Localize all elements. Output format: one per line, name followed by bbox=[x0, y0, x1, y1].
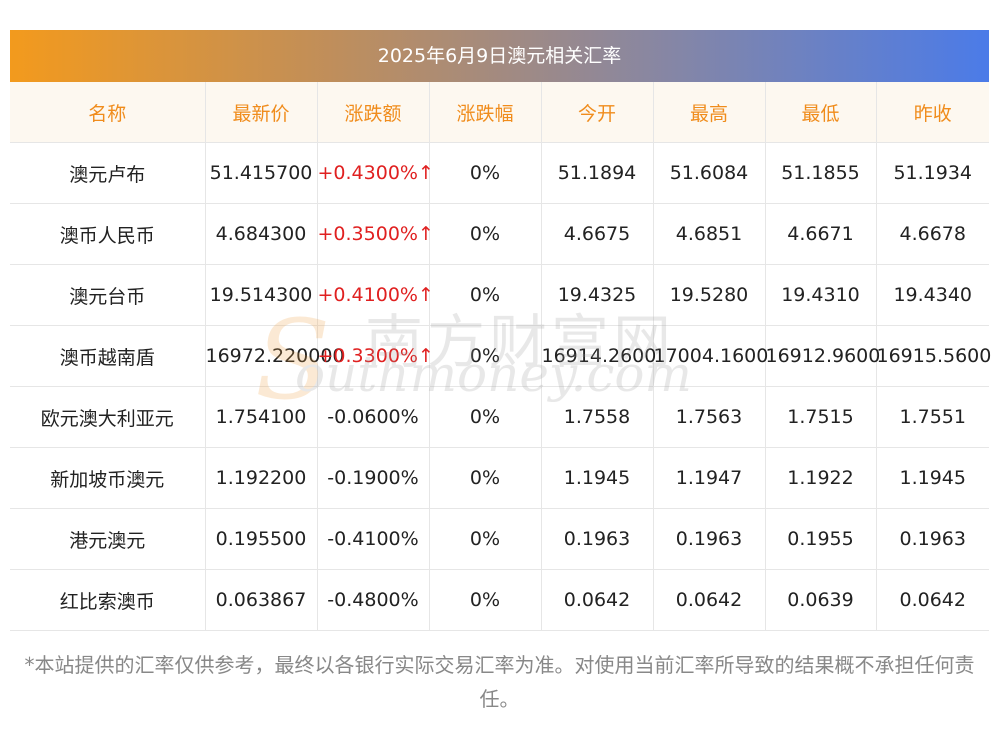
column-header-change: 涨跌额 bbox=[317, 82, 430, 143]
cell-high: 1.1947 bbox=[653, 447, 766, 509]
cell-change: -0.1900% bbox=[317, 447, 430, 509]
cell-high: 17004.1600 bbox=[653, 325, 768, 387]
cell-latest: 16972.220000 bbox=[205, 325, 345, 387]
column-header-low: 最低 bbox=[765, 82, 877, 143]
column-header-open: 今开 bbox=[541, 82, 654, 143]
cell-name: 澳币越南盾 bbox=[10, 325, 206, 387]
cell-name: 澳元台币 bbox=[10, 264, 206, 326]
cell-low: 0.0639 bbox=[765, 569, 877, 631]
cell-open: 19.4325 bbox=[541, 264, 654, 326]
table-row: 港元澳元 0.195500 -0.4100% 0% 0.1963 0.1963 0.1955… bbox=[10, 508, 989, 570]
cell-change-pct: 0% bbox=[429, 569, 542, 631]
cell-change: -0.0600% bbox=[317, 386, 430, 448]
cell-open: 51.1894 bbox=[541, 142, 654, 204]
table-row: 澳币人民币 4.684300 +0.3500%↑ 0% 4.6675 4.6851 4.66… bbox=[10, 203, 989, 265]
rate-table-card: 2025年6月9日澳元相关汇率 名称 最新价 涨跌额 涨跌幅 今开 最高 最低 … bbox=[10, 30, 991, 631]
cell-prev-close: 1.1945 bbox=[876, 447, 989, 509]
cell-prev-close: 4.6678 bbox=[876, 203, 989, 265]
cell-change: +0.3300%↑ bbox=[317, 325, 434, 387]
cell-prev-close: 0.0642 bbox=[876, 569, 989, 631]
cell-prev-close: 16915.5600 bbox=[876, 325, 991, 387]
cell-change-pct: 0% bbox=[429, 508, 542, 570]
cell-latest: 0.195500 bbox=[205, 508, 318, 570]
cell-change: +0.3500%↑ bbox=[317, 203, 434, 265]
cell-low: 16912.9600 bbox=[765, 325, 880, 387]
cell-high: 19.5280 bbox=[653, 264, 766, 326]
cell-change-pct: 0% bbox=[429, 142, 542, 204]
cell-change: +0.4300%↑ bbox=[317, 142, 434, 204]
cell-change: +0.4100%↑ bbox=[317, 264, 434, 326]
table-row: 欧元澳大利亚元 1.754100 -0.0600% 0% 1.7558 1.7563 1.7… bbox=[10, 386, 989, 448]
cell-open: 0.0642 bbox=[541, 569, 654, 631]
cell-name: 澳币人民币 bbox=[10, 203, 206, 265]
cell-change-pct: 0% bbox=[429, 447, 542, 509]
cell-latest: 51.415700 bbox=[205, 142, 318, 204]
table-row: 澳元卢布 51.415700 +0.4300%↑ 0% 51.1894 51.6084 51… bbox=[10, 142, 989, 204]
cell-open: 16914.2600 bbox=[541, 325, 656, 387]
cell-name: 欧元澳大利亚元 bbox=[10, 386, 206, 448]
cell-low: 51.1855 bbox=[765, 142, 877, 204]
cell-open: 0.1963 bbox=[541, 508, 654, 570]
column-header-latest: 最新价 bbox=[205, 82, 318, 143]
disclaimer-footnote: *本站提供的汇率仅供参考，最终以各银行实际交易汇率为准。对使用当前汇率所导致的结… bbox=[24, 653, 975, 711]
cell-high: 4.6851 bbox=[653, 203, 766, 265]
cell-low: 4.6671 bbox=[765, 203, 877, 265]
table-row: 红比索澳币 0.063867 -0.4800% 0% 0.0642 0.0642 0.063… bbox=[10, 569, 989, 631]
column-header-high: 最高 bbox=[653, 82, 766, 143]
cell-low: 0.1955 bbox=[765, 508, 877, 570]
cell-change-pct: 0% bbox=[429, 386, 542, 448]
cell-change-pct: 0% bbox=[429, 325, 542, 387]
rate-table: 名称 最新价 涨跌额 涨跌幅 今开 最高 最低 昨收 澳元卢布 51.415700… bbox=[10, 82, 991, 631]
cell-name: 澳元卢布 bbox=[10, 142, 206, 204]
cell-low: 1.7515 bbox=[765, 386, 877, 448]
cell-latest: 1.192200 bbox=[205, 447, 318, 509]
cell-high: 0.0642 bbox=[653, 569, 766, 631]
cell-name: 红比索澳币 bbox=[10, 569, 206, 631]
cell-name: 港元澳元 bbox=[10, 508, 206, 570]
cell-high: 1.7563 bbox=[653, 386, 766, 448]
table-header-row: 名称 最新价 涨跌额 涨跌幅 今开 最高 最低 昨收 bbox=[10, 82, 989, 143]
cell-latest: 19.514300 bbox=[205, 264, 318, 326]
table-body: 澳元卢布 51.415700 +0.4300%↑ 0% 51.1894 51.6084 51… bbox=[10, 142, 991, 631]
cell-latest: 1.754100 bbox=[205, 386, 318, 448]
cell-prev-close: 1.7551 bbox=[876, 386, 989, 448]
table-row: 新加坡币澳元 1.192200 -0.1900% 0% 1.1945 1.1947 1.19… bbox=[10, 447, 989, 509]
cell-high: 51.6084 bbox=[653, 142, 766, 204]
column-header-name: 名称 bbox=[10, 82, 206, 143]
cell-open: 1.7558 bbox=[541, 386, 654, 448]
cell-change-pct: 0% bbox=[429, 264, 542, 326]
table-row: 澳币越南盾 16972.220000 +0.3300%↑ 0% 16914.2600 17… bbox=[10, 325, 991, 387]
cell-open: 4.6675 bbox=[541, 203, 654, 265]
table-title: 2025年6月9日澳元相关汇率 bbox=[10, 30, 989, 82]
column-header-change-pct: 涨跌幅 bbox=[429, 82, 542, 143]
cell-prev-close: 0.1963 bbox=[876, 508, 989, 570]
column-header-prev-close: 昨收 bbox=[876, 82, 989, 143]
cell-name: 新加坡币澳元 bbox=[10, 447, 206, 509]
cell-change: -0.4800% bbox=[317, 569, 430, 631]
cell-high: 0.1963 bbox=[653, 508, 766, 570]
cell-prev-close: 51.1934 bbox=[876, 142, 989, 204]
table-row: 澳元台币 19.514300 +0.4100%↑ 0% 19.4325 19.5280 19… bbox=[10, 264, 989, 326]
cell-latest: 0.063867 bbox=[205, 569, 318, 631]
cell-prev-close: 19.4340 bbox=[876, 264, 989, 326]
cell-change-pct: 0% bbox=[429, 203, 542, 265]
cell-latest: 4.684300 bbox=[205, 203, 318, 265]
cell-change: -0.4100% bbox=[317, 508, 430, 570]
cell-low: 1.1922 bbox=[765, 447, 877, 509]
cell-open: 1.1945 bbox=[541, 447, 654, 509]
cell-low: 19.4310 bbox=[765, 264, 877, 326]
